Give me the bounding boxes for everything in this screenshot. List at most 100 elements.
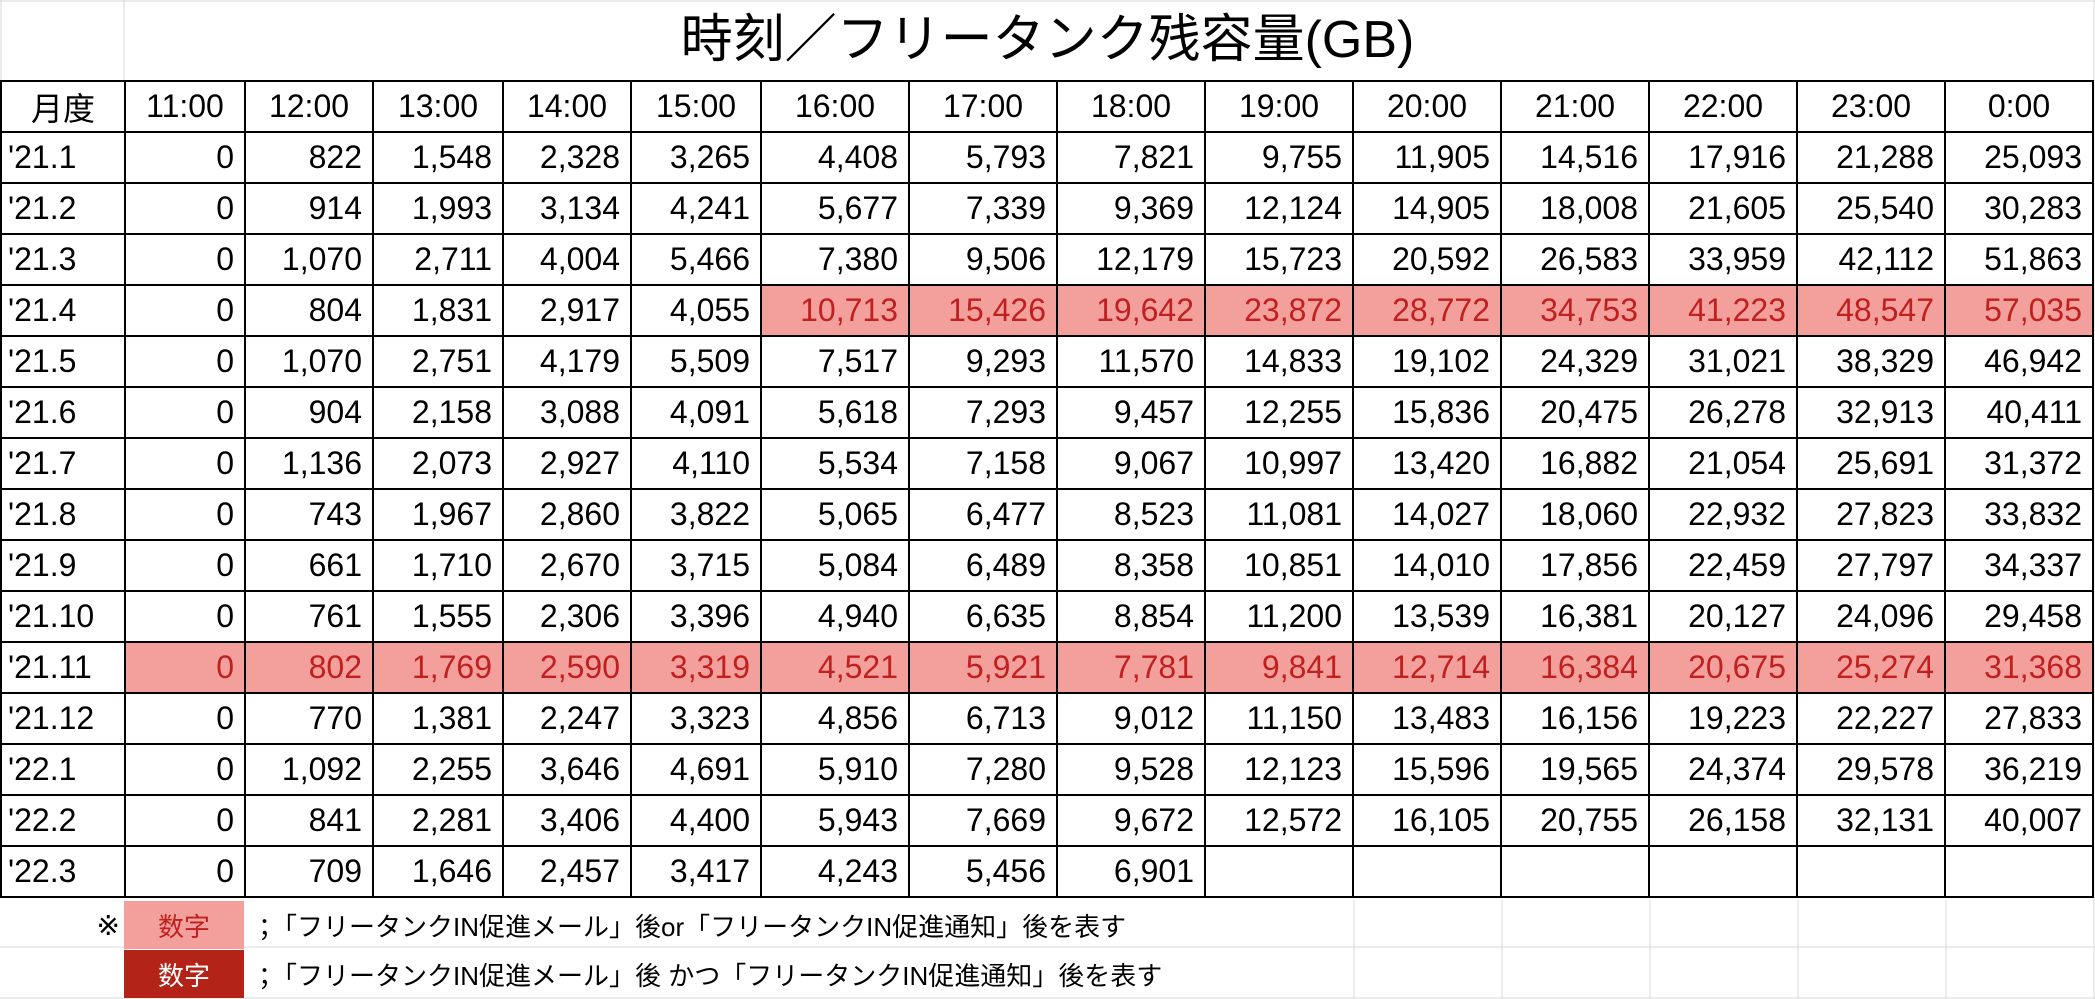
data-cell: 1,136 xyxy=(244,437,374,490)
data-cell: 770 xyxy=(244,692,374,745)
data-cell: 5,084 xyxy=(760,539,910,592)
legend-text: ；「フリータンクIN促進メール」後 かつ「フリータンクIN促進通知」後を表す xyxy=(258,960,1163,991)
data-cell: 3,646 xyxy=(502,743,632,796)
data-cell: 5,509 xyxy=(630,335,762,388)
data-cell: 3,319 xyxy=(630,641,762,694)
data-cell: 36,219 xyxy=(1944,743,2094,796)
data-cell: 0 xyxy=(124,845,246,898)
data-cell: 2,860 xyxy=(502,488,632,541)
data-cell xyxy=(1204,845,1354,898)
data-cell: 1,993 xyxy=(372,182,504,235)
data-cell: 46,942 xyxy=(1944,335,2094,388)
data-cell: 4,408 xyxy=(760,131,910,184)
data-cell: 17,856 xyxy=(1500,539,1650,592)
data-cell: 2,751 xyxy=(372,335,504,388)
data-cell: 5,677 xyxy=(760,182,910,235)
data-cell: 5,921 xyxy=(908,641,1058,694)
data-cell: 7,380 xyxy=(760,233,910,286)
data-cell: 26,278 xyxy=(1648,386,1798,439)
legend-item: 数字 ；「フリータンクIN促進メール」後 かつ「フリータンクIN促進通知」後を表す xyxy=(0,949,1354,999)
data-cell: 2,158 xyxy=(372,386,504,439)
data-cell: 12,179 xyxy=(1056,233,1206,286)
data-cell: 20,592 xyxy=(1352,233,1502,286)
table-row: '21.1 0 822 1,548 2,328 3,265 4,408 5,793 7,821 9… xyxy=(0,131,2094,184)
data-cell: 40,411 xyxy=(1944,386,2094,439)
data-cell: 33,959 xyxy=(1648,233,1798,286)
data-cell: 16,384 xyxy=(1500,641,1650,694)
data-cell: 4,243 xyxy=(760,845,910,898)
row-header-label: 月度 xyxy=(0,80,126,133)
data-cell: 10,851 xyxy=(1204,539,1354,592)
data-cell: 22,459 xyxy=(1648,539,1798,592)
data-cell: 26,583 xyxy=(1500,233,1650,286)
data-cell: 1,710 xyxy=(372,539,504,592)
data-cell: 9,457 xyxy=(1056,386,1206,439)
data-cell: 7,339 xyxy=(908,182,1058,235)
legend-swatch: 数字 xyxy=(124,950,244,998)
column-header-15-00: 15:00 xyxy=(630,80,762,133)
column-header-22-00: 22:00 xyxy=(1648,80,1798,133)
data-cell: 20,755 xyxy=(1500,794,1650,847)
data-cell: 3,088 xyxy=(502,386,632,439)
data-cell: 9,755 xyxy=(1204,131,1354,184)
data-cell: 1,548 xyxy=(372,131,504,184)
data-cell: 5,466 xyxy=(630,233,762,286)
data-cell: 802 xyxy=(244,641,374,694)
data-cell: 3,822 xyxy=(630,488,762,541)
data-cell: 2,457 xyxy=(502,845,632,898)
data-cell: 9,841 xyxy=(1204,641,1354,694)
data-cell: 19,642 xyxy=(1056,284,1206,337)
data-cell: 51,863 xyxy=(1944,233,2094,286)
table-row: '22.1 0 1,092 2,255 3,646 4,691 5,910 7,280 9,52… xyxy=(0,743,2094,796)
data-cell: 7,781 xyxy=(1056,641,1206,694)
row-label: '21.1 xyxy=(0,131,126,184)
data-cell: 1,070 xyxy=(244,233,374,286)
data-cell: 4,091 xyxy=(630,386,762,439)
column-header-17-00: 17:00 xyxy=(908,80,1058,133)
data-cell: 5,618 xyxy=(760,386,910,439)
data-cell: 14,833 xyxy=(1204,335,1354,388)
data-cell: 6,477 xyxy=(908,488,1058,541)
data-cell: 21,288 xyxy=(1796,131,1946,184)
data-cell: 822 xyxy=(244,131,374,184)
row-label: '22.1 xyxy=(0,743,126,796)
data-cell: 2,306 xyxy=(502,590,632,643)
data-cell: 19,223 xyxy=(1648,692,1798,745)
data-cell: 25,691 xyxy=(1796,437,1946,490)
column-header-16-00: 16:00 xyxy=(760,80,910,133)
table-row: '21.12 0 770 1,381 2,247 3,323 4,856 6,713 9,012… xyxy=(0,692,2094,745)
row-label: '21.2 xyxy=(0,182,126,235)
data-cell: 15,723 xyxy=(1204,233,1354,286)
data-cell: 12,572 xyxy=(1204,794,1354,847)
data-cell: 761 xyxy=(244,590,374,643)
data-cell: 12,123 xyxy=(1204,743,1354,796)
data-cell: 0 xyxy=(124,692,246,745)
column-header-18-00: 18:00 xyxy=(1056,80,1206,133)
data-cell: 709 xyxy=(244,845,374,898)
legend-swatch: 数字 xyxy=(124,901,244,949)
data-cell: 4,856 xyxy=(760,692,910,745)
data-cell: 20,675 xyxy=(1648,641,1798,694)
data-cell: 16,381 xyxy=(1500,590,1650,643)
data-cell: 13,420 xyxy=(1352,437,1502,490)
data-cell: 4,241 xyxy=(630,182,762,235)
data-cell: 8,854 xyxy=(1056,590,1206,643)
data-cell: 4,179 xyxy=(502,335,632,388)
data-cell: 0 xyxy=(124,743,246,796)
data-cell xyxy=(1352,845,1502,898)
data-cell: 7,669 xyxy=(908,794,1058,847)
data-cell: 2,670 xyxy=(502,539,632,592)
data-cell: 904 xyxy=(244,386,374,439)
data-cell: 9,506 xyxy=(908,233,1058,286)
data-cell: 4,004 xyxy=(502,233,632,286)
data-cell: 3,265 xyxy=(630,131,762,184)
data-cell: 5,793 xyxy=(908,131,1058,184)
data-table: 月度 11:00 12:00 13:00 14:00 15:00 16:00 17:00 18:… xyxy=(0,80,2094,898)
data-cell: 4,055 xyxy=(630,284,762,337)
legend-item: ※ 数字 ；「フリータンクIN促進メール」後or「フリータンクIN促進通知」後を表す xyxy=(0,900,1354,950)
data-cell: 3,323 xyxy=(630,692,762,745)
data-cell: 11,905 xyxy=(1352,131,1502,184)
data-cell: 19,565 xyxy=(1500,743,1650,796)
data-cell: 6,713 xyxy=(908,692,1058,745)
